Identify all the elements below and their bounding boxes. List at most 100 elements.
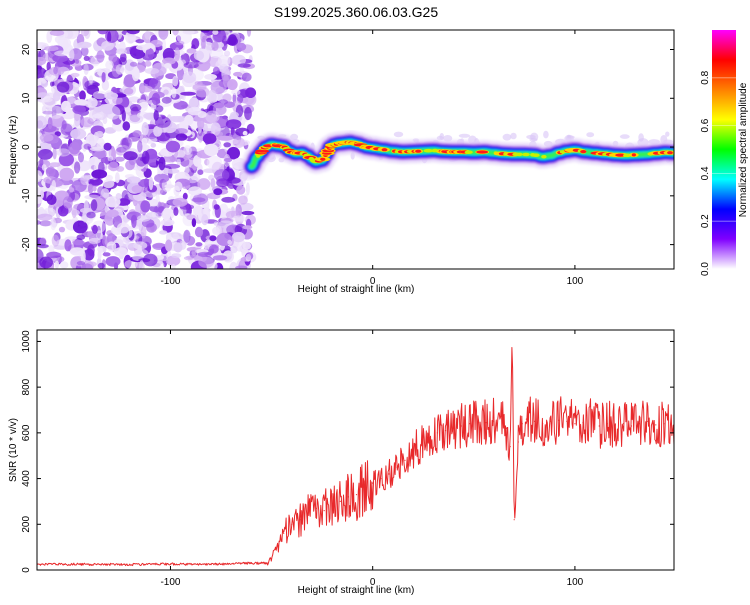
noise-speckle <box>209 48 224 59</box>
snr-point <box>436 432 438 434</box>
noise-speckle <box>77 41 92 49</box>
spectrogram-x-label: Height of straight line (km) <box>298 284 415 295</box>
noise-speckle <box>87 244 95 257</box>
noise-speckle <box>186 48 197 54</box>
halo-speckle <box>530 132 539 141</box>
noise-speckle <box>76 261 85 266</box>
noise-speckle <box>101 72 106 83</box>
snr-point <box>477 422 479 424</box>
noise-speckle <box>206 155 223 170</box>
noise-speckle <box>141 137 148 146</box>
noise-speckle <box>217 54 231 67</box>
noise-speckle <box>133 241 148 250</box>
noise-speckle <box>209 235 217 242</box>
snr-point <box>210 563 212 565</box>
snr-point <box>299 519 301 521</box>
noise-speckle <box>44 45 59 52</box>
noise-speckle <box>39 237 47 247</box>
spectrogram-x-tick-label: 0 <box>370 276 376 287</box>
noise-speckle <box>105 256 121 267</box>
noise-speckle <box>173 185 181 197</box>
ridge-peak <box>667 151 673 155</box>
ridge-warm <box>464 150 473 154</box>
noise-region <box>37 30 673 269</box>
noise-speckle <box>211 41 219 52</box>
noise-speckle <box>197 178 211 190</box>
noise-speckle <box>37 56 47 66</box>
colorbar-ticks: 0.0 0.2 0.4 0.6 0.8 <box>700 70 736 276</box>
noise-speckle <box>73 203 86 210</box>
noise-speckle <box>231 54 246 66</box>
noise-speckle <box>122 243 135 248</box>
noise-speckle <box>57 205 69 217</box>
noise-speckle <box>163 89 169 95</box>
colorbar-gradient <box>712 30 736 269</box>
noise-speckle <box>162 57 176 65</box>
noise-speckle <box>79 90 86 101</box>
halo-speckle <box>567 135 575 139</box>
snr-point <box>283 532 285 535</box>
snr-series-layer <box>37 330 674 567</box>
snr-y-tick-label: 400 <box>21 470 32 487</box>
noise-speckle <box>227 79 238 91</box>
noise-speckle <box>184 165 190 174</box>
halo-speckle <box>458 133 471 138</box>
noise-speckle <box>123 151 138 161</box>
noise-speckle <box>78 152 84 163</box>
noise-speckle <box>236 185 246 195</box>
noise-speckle <box>204 73 218 80</box>
noise-speckle <box>197 169 204 175</box>
snr-point <box>364 489 366 491</box>
noise-speckle <box>223 142 231 148</box>
noise-speckle <box>137 214 151 222</box>
noise-speckle <box>80 174 90 186</box>
ridge-peak <box>631 153 637 157</box>
noise-speckle <box>37 42 46 47</box>
colorbar-tick-label: 0.0 <box>700 262 711 276</box>
noise-speckle <box>165 140 181 153</box>
noise-speckle <box>210 80 226 95</box>
noise-speckle <box>37 220 42 225</box>
noise-speckle <box>171 87 177 99</box>
snr-point <box>525 418 528 420</box>
noise-speckle <box>59 261 69 269</box>
noise-speckle <box>115 48 127 55</box>
noise-speckle <box>68 141 80 155</box>
snr-y-axis: 0 200 400 600 800 1000 <box>21 330 674 573</box>
noise-speckle <box>232 137 245 148</box>
noise-speckle <box>136 44 151 51</box>
noise-speckle <box>169 116 185 123</box>
snr-point <box>630 425 633 427</box>
noise-speckle <box>37 213 53 221</box>
noise-speckle <box>232 215 247 222</box>
snr-y-tick-label: 600 <box>21 424 32 441</box>
spectrogram-y-tick-label: 0 <box>21 144 32 150</box>
noise-speckle <box>121 109 126 122</box>
noise-speckle <box>106 233 116 245</box>
noise-speckle <box>200 30 207 43</box>
noise-speckle <box>76 160 91 172</box>
noise-speckle <box>41 77 47 84</box>
snr-point <box>129 563 131 566</box>
halo-speckle <box>393 131 404 138</box>
noise-speckle <box>173 207 179 216</box>
noise-speckle <box>191 247 197 257</box>
snr-line <box>37 347 674 567</box>
snr-x-tick-label: 100 <box>567 577 584 588</box>
noise-speckle <box>158 156 166 171</box>
noise-speckle <box>164 184 175 189</box>
noise-speckle <box>64 239 72 252</box>
noise-speckle <box>37 170 43 182</box>
noise-speckle <box>202 133 217 145</box>
noise-speckle <box>246 30 252 37</box>
noise-speckle <box>140 101 148 108</box>
noise-speckle <box>95 130 104 138</box>
noise-speckle <box>49 162 61 168</box>
noise-speckle <box>216 91 224 102</box>
snr-point <box>655 424 657 426</box>
ridge-peak <box>255 149 269 153</box>
noise-speckle <box>235 265 248 269</box>
noise-speckle <box>104 205 109 213</box>
noise-speckle <box>237 63 251 68</box>
snr-point <box>388 473 390 475</box>
